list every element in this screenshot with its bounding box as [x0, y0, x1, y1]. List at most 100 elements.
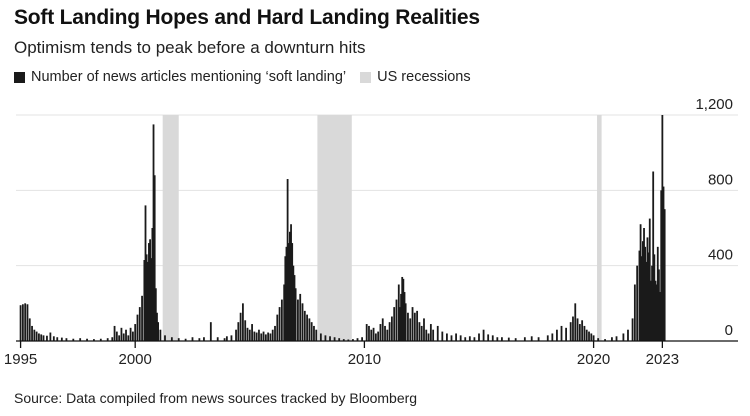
bar [403, 292, 406, 341]
bar [134, 324, 137, 341]
bar [459, 335, 462, 341]
bar [184, 338, 187, 341]
bar [468, 336, 471, 341]
bar [99, 338, 102, 341]
bar [491, 335, 494, 341]
bar [150, 258, 153, 341]
bar [209, 322, 212, 341]
x-tick-label: 2000 [118, 351, 151, 368]
bar [143, 260, 146, 341]
bar [191, 337, 194, 341]
bar [638, 250, 641, 341]
bar [482, 329, 485, 341]
bar [455, 333, 457, 341]
bar [52, 336, 55, 341]
x-tick-label: 2010 [348, 351, 381, 368]
y-axis-labels: 0 400 800 1,200 [695, 96, 733, 339]
bar [329, 336, 331, 341]
bar [588, 331, 590, 341]
bar [46, 335, 48, 341]
bar [216, 337, 219, 341]
grid-lines [16, 114, 738, 267]
bar [28, 318, 31, 341]
bar [388, 322, 391, 341]
bar [235, 329, 237, 341]
legend-item-articles: Number of news articles mentioning ‘soft… [14, 69, 346, 85]
bar [400, 293, 402, 341]
article-bars [19, 115, 666, 342]
bar [377, 331, 380, 341]
x-tick-label: 1995 [4, 351, 37, 368]
bar [393, 307, 396, 341]
bar [653, 254, 656, 341]
bar [293, 275, 296, 341]
bar [138, 307, 141, 341]
bar [292, 265, 295, 341]
bar [255, 332, 258, 341]
bar [662, 186, 665, 341]
bar [368, 325, 370, 341]
bar [153, 175, 156, 341]
bar [198, 338, 201, 341]
bar [546, 335, 549, 341]
bar [585, 329, 588, 341]
bar [225, 336, 228, 341]
x-axis-labels: 1995 2000 2010 2020 2023 [4, 351, 679, 368]
bar [125, 329, 127, 341]
bar [65, 338, 68, 341]
bar [640, 256, 643, 341]
chart-title: Soft Landing Hopes and Hard Landing Real… [14, 6, 480, 29]
bar [473, 337, 476, 341]
bar [572, 316, 574, 341]
bar [122, 333, 125, 341]
bar [145, 254, 148, 341]
bar [655, 284, 658, 341]
bar [131, 331, 134, 341]
bar [159, 329, 162, 341]
y-tick-label: 0 [725, 322, 733, 339]
bar [496, 337, 499, 341]
bar [115, 331, 118, 341]
bar [464, 337, 467, 341]
bar [274, 325, 276, 341]
bar [590, 333, 593, 341]
bar [578, 324, 581, 341]
bar [643, 228, 645, 341]
bar [24, 303, 27, 341]
bar [569, 322, 572, 341]
bar [319, 333, 322, 341]
bar [303, 310, 306, 341]
bar [149, 239, 151, 341]
bar [397, 284, 400, 341]
chart-subtitle: Optimism tends to peak before a downturn… [14, 38, 366, 57]
bar [306, 314, 308, 341]
recession-band-3 [597, 115, 602, 341]
recession-band-2 [317, 115, 352, 341]
bar [352, 339, 354, 341]
bar [313, 325, 315, 341]
bar [86, 338, 88, 341]
bar [661, 115, 664, 341]
bar [356, 338, 359, 341]
bar [141, 295, 143, 341]
bar [315, 329, 318, 341]
bar [291, 243, 294, 341]
bar [592, 335, 595, 341]
bar [636, 265, 639, 341]
legend: Number of news articles mentioning ‘soft… [14, 67, 485, 87]
bar [157, 322, 160, 341]
bar [639, 224, 642, 341]
bar [269, 333, 272, 341]
bar [156, 312, 158, 341]
bar [530, 336, 533, 341]
bar [283, 284, 286, 341]
bar [365, 324, 368, 341]
bar [650, 280, 652, 341]
bar [154, 288, 157, 341]
bar [129, 327, 132, 341]
bar [654, 280, 657, 341]
bar [615, 336, 618, 341]
bar [278, 307, 281, 341]
bar [324, 335, 327, 341]
bar [118, 335, 121, 341]
